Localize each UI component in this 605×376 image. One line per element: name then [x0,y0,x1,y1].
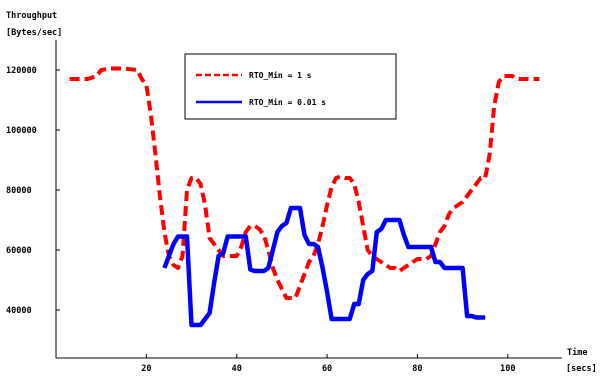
y-tick-label: 100000 [6,126,37,136]
y-tick-label: 80000 [6,186,32,196]
legend: RTO_Min = 1 s RTO_Min = 0.01 s [184,53,397,120]
y-tick-label: 60000 [6,246,32,256]
legend-box [184,53,397,120]
x-axis-title-line1: Time [567,347,587,358]
legend-label-rto-1s: RTO_Min = 1 s [249,70,312,80]
y-axis-title-line1: Throughput [6,11,57,21]
legend-label-rto-001s: RTO_Min = 0.01 s [249,97,326,107]
x-tick-label: 20 [141,364,151,374]
y-axis-ticks: 40000 60000 80000 100000 120000 [6,66,60,316]
y-axis-title-line2: [Bytes/sec] [6,28,62,38]
y-tick-label: 40000 [6,306,32,316]
series-line-rto-1s [69,66,540,300]
y-tick-label: 120000 [6,66,37,76]
series-line-rto-001s [162,205,486,328]
x-axis-ticks: 20 40 60 80 100 [141,354,515,374]
x-tick-label: 60 [322,364,332,374]
x-axis-title-line2: [secs] [566,364,597,374]
x-tick-label: 100 [500,364,515,374]
series-layer [69,66,540,328]
x-tick-label: 80 [412,364,422,374]
x-tick-label: 40 [232,364,242,374]
